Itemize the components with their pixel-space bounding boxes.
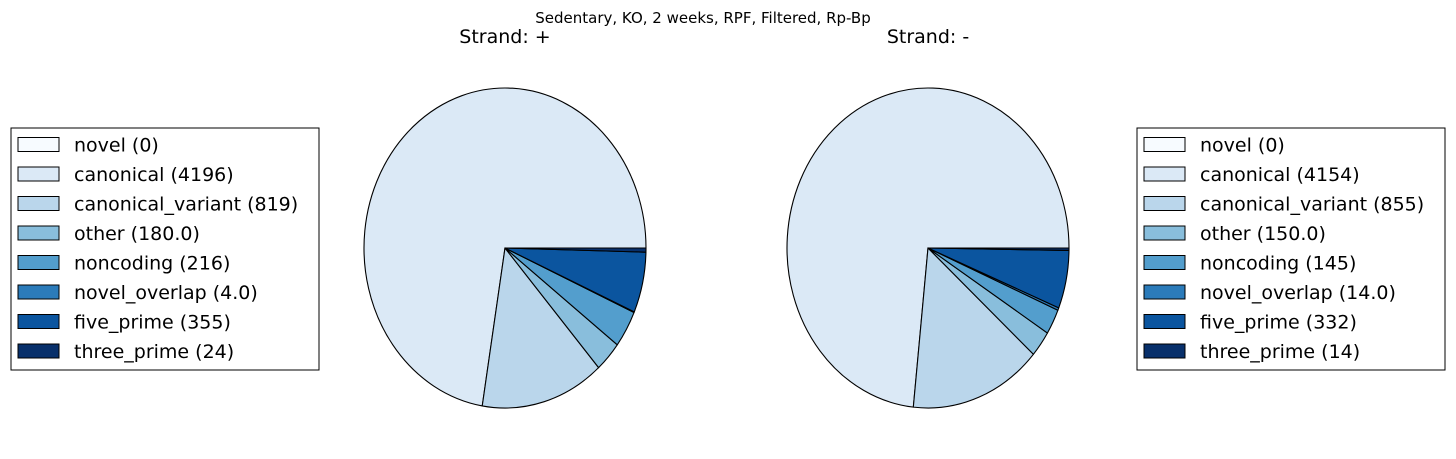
legend-swatch-left-3 xyxy=(17,225,60,241)
legend-label-right-1: canonical (4154) xyxy=(1200,164,1360,186)
legend-label-left-7: three_prime (24) xyxy=(74,341,234,363)
slice-minus-three-prime xyxy=(927,247,1070,252)
legend-swatch-left-7 xyxy=(17,343,60,359)
legend-label-left-0: novel (0) xyxy=(74,135,159,157)
legend-label-left-2: canonical_variant (819) xyxy=(74,194,298,216)
legend-swatch-right-3 xyxy=(1143,225,1186,241)
legend-label-left-6: five_prime (355) xyxy=(74,312,231,334)
slice-plus-canonical-variant xyxy=(481,247,600,409)
pie-title-plus: Strand: + xyxy=(459,26,550,48)
slice-minus-canonical-variant xyxy=(912,247,1034,409)
legend-left: novel (0) canonical (4196) canonical_varia… xyxy=(10,127,320,371)
legend-swatch-right-1 xyxy=(1143,166,1186,182)
legend-swatch-left-1 xyxy=(17,166,60,182)
legend-swatch-left-4 xyxy=(17,255,60,270)
figure-title: Sedentary, KO, 2 weeks, RPF, Filtered, R… xyxy=(535,9,870,27)
slice-plus-three-prime xyxy=(504,247,647,253)
legend-right: novel (0) canonical (4154) canonical_varia… xyxy=(1136,127,1446,371)
pie-plus xyxy=(363,87,647,409)
legend-label-right-3: other (150.0) xyxy=(1200,223,1326,245)
legend-label-left-5: novel_overlap (4.0) xyxy=(74,282,258,304)
legend-swatch-right-6 xyxy=(1143,314,1186,329)
legend-swatch-right-5 xyxy=(1143,284,1186,300)
legend-swatch-right-2 xyxy=(1143,196,1186,211)
legend-label-left-1: canonical (4196) xyxy=(74,164,234,186)
legend-swatch-right-4 xyxy=(1143,255,1186,270)
legend-label-left-3: other (180.0) xyxy=(74,223,200,245)
legend-label-right-2: canonical_variant (855) xyxy=(1200,194,1424,216)
legend-label-right-7: three_prime (14) xyxy=(1200,341,1360,363)
legend-swatch-left-2 xyxy=(17,196,60,211)
pie-title-minus: Strand: - xyxy=(887,26,969,48)
legend-label-right-4: noncoding (145) xyxy=(1200,253,1356,275)
legend-label-right-6: five_prime (332) xyxy=(1200,312,1357,334)
legend-swatch-right-0 xyxy=(1143,137,1186,152)
legend-label-left-4: noncoding (216) xyxy=(74,253,230,275)
legend-frame-right xyxy=(1136,127,1446,371)
legend-label-right-5: novel_overlap (14.0) xyxy=(1200,282,1396,304)
pie-minus xyxy=(786,87,1070,409)
legend-swatch-right-7 xyxy=(1143,343,1186,359)
slice-plus-canonical xyxy=(363,87,647,407)
legend-swatch-left-6 xyxy=(17,314,60,329)
legend-swatch-left-5 xyxy=(17,284,60,300)
legend-frame-left xyxy=(10,127,320,371)
legend-swatch-left-0 xyxy=(17,137,60,152)
legend-label-right-0: novel (0) xyxy=(1200,135,1285,157)
